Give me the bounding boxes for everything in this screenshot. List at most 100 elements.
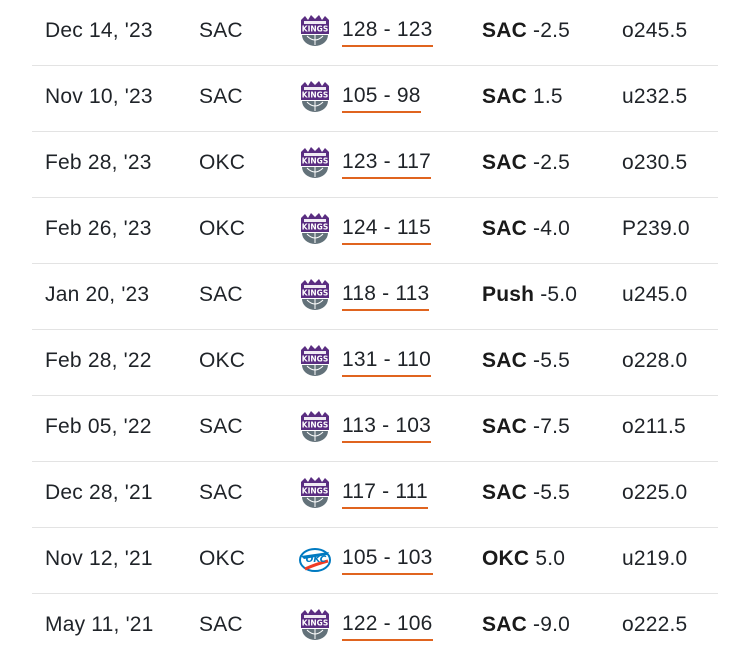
kings-logo-icon: KINGS bbox=[298, 608, 332, 642]
table-row: Dec 14, '23 SAC KINGS 128 - 123 SAC -2.5 o2… bbox=[0, 0, 750, 65]
score-link[interactable]: 105 - 98 bbox=[342, 84, 421, 113]
over-under-result: o225.0 bbox=[622, 481, 688, 504]
svg-text:OKC: OKC bbox=[306, 555, 327, 565]
game-date: Nov 10, '23 bbox=[45, 85, 153, 108]
svg-text:KINGS: KINGS bbox=[302, 91, 328, 100]
game-date: May 11, '21 bbox=[45, 613, 154, 636]
score-link[interactable]: 128 - 123 bbox=[342, 18, 433, 47]
ats-result: OKC 5.0 bbox=[482, 547, 565, 571]
home-team: SAC bbox=[199, 415, 243, 438]
ats-line: -2.5 bbox=[533, 151, 570, 174]
score-link[interactable]: 124 - 115 bbox=[342, 216, 431, 245]
row-divider bbox=[32, 593, 718, 594]
svg-text:KINGS: KINGS bbox=[302, 289, 328, 298]
over-under-result: u232.5 bbox=[622, 85, 688, 108]
row-divider bbox=[32, 461, 718, 462]
ats-line: 1.5 bbox=[533, 85, 563, 108]
row-divider bbox=[32, 65, 718, 66]
table-row: Feb 28, '22 OKC KINGS 131 - 110 SAC -5.5 o2… bbox=[0, 329, 750, 395]
ats-team: Push bbox=[482, 283, 535, 306]
score-link[interactable]: 131 - 110 bbox=[342, 348, 431, 377]
ats-team: SAC bbox=[482, 613, 527, 636]
kings-logo-icon: KINGS bbox=[298, 278, 332, 312]
svg-text:KINGS: KINGS bbox=[302, 25, 328, 34]
svg-text:KINGS: KINGS bbox=[302, 487, 328, 496]
score-link[interactable]: 118 - 113 bbox=[342, 282, 430, 311]
game-date: Dec 28, '21 bbox=[45, 481, 153, 504]
ats-result: SAC 1.5 bbox=[482, 85, 563, 109]
ats-line: -7.5 bbox=[533, 415, 570, 438]
svg-text:KINGS: KINGS bbox=[302, 223, 328, 232]
ats-result: SAC -2.5 bbox=[482, 151, 570, 175]
over-under-result: u245.0 bbox=[622, 283, 688, 306]
ats-team: SAC bbox=[482, 481, 527, 504]
svg-text:KINGS: KINGS bbox=[302, 421, 328, 430]
ats-result: SAC -5.5 bbox=[482, 481, 570, 505]
ats-team: SAC bbox=[482, 85, 527, 108]
ats-line: -5.5 bbox=[533, 481, 570, 504]
table-row: Feb 05, '22 SAC KINGS 113 - 103 SAC -7.5 o2… bbox=[0, 395, 750, 461]
ats-result: SAC -5.5 bbox=[482, 349, 570, 373]
ats-line: -5.5 bbox=[533, 349, 570, 372]
ats-result: SAC -9.0 bbox=[482, 613, 570, 637]
ats-line: -2.5 bbox=[533, 19, 570, 42]
home-team: SAC bbox=[199, 613, 243, 636]
kings-logo-icon: KINGS bbox=[298, 14, 332, 48]
ats-line: -4.0 bbox=[533, 217, 570, 240]
ats-line: -5.0 bbox=[540, 283, 578, 306]
over-under-result: o245.5 bbox=[622, 19, 688, 42]
over-under-result: u219.0 bbox=[622, 547, 688, 570]
home-team: OKC bbox=[199, 547, 246, 570]
table-row: Dec 28, '21 SAC KINGS 117 - 111 SAC -5.5 o2… bbox=[0, 461, 750, 527]
row-divider bbox=[32, 263, 718, 264]
ats-team: SAC bbox=[482, 415, 527, 438]
game-date: Feb 28, '23 bbox=[45, 151, 152, 174]
game-date: Feb 26, '23 bbox=[45, 217, 152, 240]
kings-logo-icon: KINGS bbox=[298, 410, 332, 444]
kings-logo-icon: KINGS bbox=[298, 80, 332, 114]
ats-result: SAC -7.5 bbox=[482, 415, 570, 439]
ats-line: 5.0 bbox=[535, 547, 566, 570]
table-row: Nov 10, '23 SAC KINGS 105 - 98 SAC 1.5 u232… bbox=[0, 65, 750, 131]
kings-logo-icon: KINGS bbox=[298, 344, 332, 378]
score-link[interactable]: 122 - 106 bbox=[342, 612, 433, 641]
kings-logo-icon: KINGS bbox=[298, 476, 332, 510]
ats-team: SAC bbox=[482, 349, 527, 372]
over-under-result: o211.5 bbox=[622, 415, 686, 438]
home-team: SAC bbox=[199, 481, 243, 504]
game-date: Dec 14, '23 bbox=[45, 19, 153, 42]
table-row: May 11, '21 SAC KINGS 122 - 106 SAC -9.0 o2… bbox=[0, 593, 750, 659]
game-date: Jan 20, '23 bbox=[45, 283, 150, 306]
svg-text:KINGS: KINGS bbox=[302, 157, 328, 166]
score-link[interactable]: 117 - 111 bbox=[342, 480, 428, 509]
row-divider bbox=[32, 329, 718, 330]
over-under-result: o222.5 bbox=[622, 613, 688, 636]
svg-text:KINGS: KINGS bbox=[302, 355, 328, 364]
row-divider bbox=[32, 395, 718, 396]
over-under-result: P239.0 bbox=[622, 217, 690, 240]
kings-logo-icon: KINGS bbox=[298, 212, 332, 246]
ats-line: -9.0 bbox=[533, 613, 570, 636]
table-row: Jan 20, '23 SAC KINGS 118 - 113 Push -5.0 u… bbox=[0, 263, 750, 329]
score-link[interactable]: 105 - 103 bbox=[342, 546, 433, 575]
kings-logo-icon: KINGS bbox=[298, 146, 332, 180]
game-date: Feb 28, '22 bbox=[45, 349, 152, 372]
home-team: OKC bbox=[199, 349, 246, 372]
game-date: Nov 12, '21 bbox=[45, 547, 153, 570]
home-team: SAC bbox=[199, 85, 243, 108]
over-under-result: o228.0 bbox=[622, 349, 688, 372]
ats-team: OKC bbox=[482, 547, 530, 570]
score-link[interactable]: 123 - 117 bbox=[342, 150, 431, 179]
ats-result: Push -5.0 bbox=[482, 283, 577, 307]
game-date: Feb 05, '22 bbox=[45, 415, 152, 438]
ats-result: SAC -4.0 bbox=[482, 217, 570, 241]
thunder-logo-icon: OKC bbox=[298, 542, 332, 576]
home-team: OKC bbox=[199, 151, 246, 174]
row-divider bbox=[32, 197, 718, 198]
ats-team: SAC bbox=[482, 217, 527, 240]
score-link[interactable]: 113 - 103 bbox=[342, 414, 431, 443]
table-row: Feb 28, '23 OKC KINGS 123 - 117 SAC -2.5 o2… bbox=[0, 131, 750, 197]
home-team: SAC bbox=[199, 283, 243, 306]
svg-text:KINGS: KINGS bbox=[302, 619, 328, 628]
ats-team: SAC bbox=[482, 151, 527, 174]
